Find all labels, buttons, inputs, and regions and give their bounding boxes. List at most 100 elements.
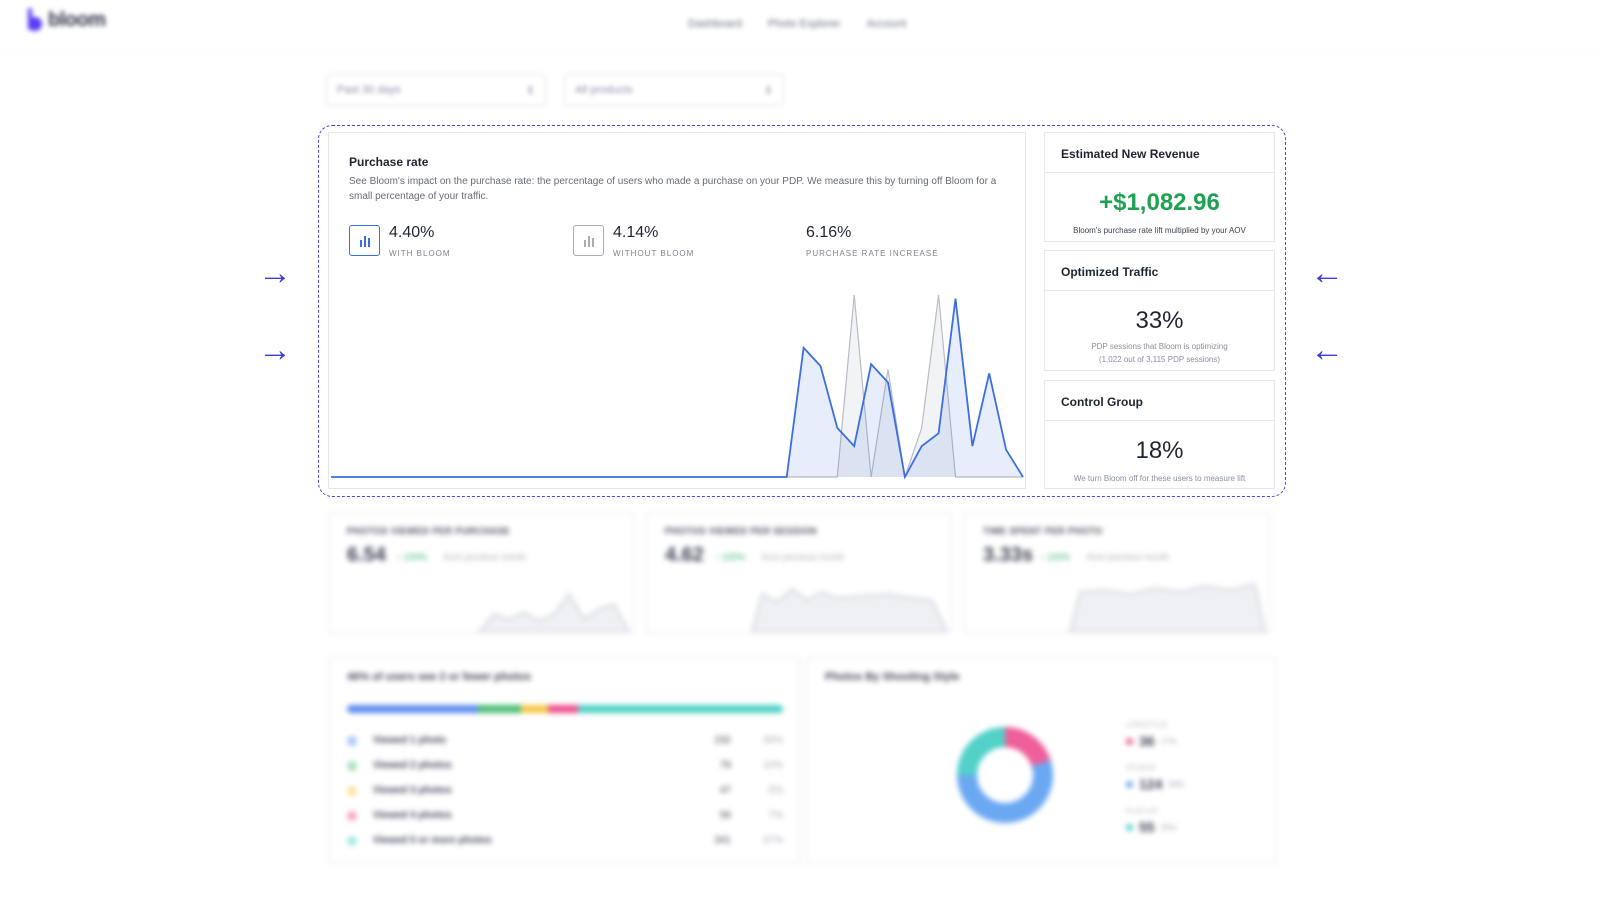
traffic-card: Optimized Traffic 33% PDP sessions that … xyxy=(1044,250,1275,371)
select-caret-icon: ⇕ xyxy=(525,84,535,97)
revenue-sub: Bloom's purchase rate lift multiplied by… xyxy=(1073,226,1246,235)
control-sub: We turn Bloom off for these users to mea… xyxy=(1073,474,1246,483)
legend-dot xyxy=(347,786,357,796)
bar-segment xyxy=(547,705,579,713)
stat-value: 6.54 xyxy=(347,544,386,566)
traffic-sub-line2: (1,022 out of 3,115 PDP sessions) xyxy=(1098,355,1221,364)
shooting-style-title: Photos By Shooting Style xyxy=(825,671,960,683)
revenue-value: +$1,082.96 xyxy=(1099,189,1220,216)
traffic-title: Optimized Traffic xyxy=(1045,251,1274,291)
revenue-title: Estimated New Revenue xyxy=(1045,133,1274,173)
photo-views-panel: 46% of users see 2 or fewer photos Viewe… xyxy=(328,658,800,863)
stat-title: TIME SPENT PER PHOTO xyxy=(983,526,1103,536)
stat-value: 4.62 xyxy=(665,544,704,566)
stat-delta: ↑ 100% xyxy=(397,552,428,562)
legend-label: Viewed 4 photos xyxy=(373,810,452,821)
legend-count: 79 xyxy=(719,760,731,771)
stat-delta: ↑ 100% xyxy=(715,552,746,562)
legend-dot xyxy=(347,811,357,821)
top-navigation: bloom Dashboard Photo Explorer Account xyxy=(0,0,1600,53)
stat-delta: ↑ 100% xyxy=(1040,552,1071,562)
photo-views-stacked-bar xyxy=(347,705,783,713)
nav-dashboard[interactable]: Dashboard xyxy=(688,18,742,30)
arrow-left-icon: ← xyxy=(1310,331,1344,369)
bar-segment xyxy=(477,705,522,713)
increase-value: 6.16% xyxy=(806,224,852,241)
control-value: 18% xyxy=(1135,437,1184,464)
traffic-value: 33% xyxy=(1135,307,1184,334)
bar-chart-icon xyxy=(349,225,380,256)
bar-segment xyxy=(347,705,478,713)
legend-label: Viewed 5 or more photos xyxy=(373,835,492,846)
traffic-sub-line1: PDP sessions that Bloom is optimizing xyxy=(1091,342,1228,351)
arrow-right-icon: → xyxy=(258,331,292,369)
photo-views-title: 46% of users see 2 or fewer photos xyxy=(347,671,532,683)
stat-value: 3.33s xyxy=(983,544,1034,566)
style-dot xyxy=(1126,823,1133,831)
nav-account[interactable]: Account xyxy=(866,18,907,30)
stat-sparkline xyxy=(478,592,630,632)
style-pct: 26% xyxy=(1160,822,1177,832)
filter-bar: Past 30 days ⇕ All products ⇕ xyxy=(326,74,784,106)
stat-title: PHOTOS VIEWED PER SESSION xyxy=(665,526,817,536)
legend-count: 232 xyxy=(714,735,731,746)
bloom-logo-icon xyxy=(26,8,44,32)
revenue-card: Estimated New Revenue +$1,082.96 Bloom's… xyxy=(1044,132,1275,242)
stat-note: from previous month xyxy=(444,552,527,562)
bar-segment xyxy=(521,705,548,713)
without-bloom-label: WITHOUT BLOOM xyxy=(613,249,695,258)
legend-count: 56 xyxy=(719,810,731,821)
without-bloom-value: 4.14% xyxy=(613,224,659,241)
stat-card: TIME SPENT PER PHOTO 3.33s ↑ 100% from p… xyxy=(964,513,1270,633)
bar-chart-icon xyxy=(573,225,604,256)
legend-dot xyxy=(347,836,357,846)
arrow-left-icon: ← xyxy=(1310,254,1344,292)
purchase-rate-chart xyxy=(331,294,1024,480)
highlight-frame xyxy=(318,125,1286,497)
legend-count: 341 xyxy=(714,835,731,846)
control-group-card: Control Group 18% We turn Bloom off for … xyxy=(1044,380,1275,489)
legend-pct: 7% xyxy=(768,810,783,821)
metric-with-bloom[interactable]: 4.40% WITH BLOOM xyxy=(349,223,451,258)
style-caption: FLATLAY xyxy=(1126,808,1159,815)
metric-without-bloom[interactable]: 4.14% WITHOUT BLOOM xyxy=(573,223,694,258)
purchase-rate-card: Purchase rate See Bloom's impact on the … xyxy=(328,132,1026,489)
style-caption: LIFESTYLE xyxy=(1126,722,1168,729)
legend-dot xyxy=(347,736,357,746)
series-line-with-bloom xyxy=(331,298,1024,480)
bar-segment xyxy=(578,705,783,713)
nav-photo-explorer[interactable]: Photo Explorer xyxy=(767,18,841,30)
arrow-right-icon: → xyxy=(258,254,292,292)
control-title: Control Group xyxy=(1045,381,1274,421)
stat-note: from previous month xyxy=(1087,552,1170,562)
legend-pct: 30% xyxy=(762,735,783,746)
shooting-style-donut xyxy=(957,727,1053,823)
style-value: 36 xyxy=(1139,733,1155,749)
style-item-lifestyle: LIFESTYLE 36 17% xyxy=(1126,722,1177,749)
legend-pct: 47% xyxy=(762,835,783,846)
bloom-logo[interactable]: bloom xyxy=(26,8,106,32)
style-dot xyxy=(1126,780,1133,788)
purchase-rate-title: Purchase rate xyxy=(349,155,429,169)
legend-label: Viewed 2 photos xyxy=(373,760,452,771)
legend-dot xyxy=(347,761,357,771)
legend-label: Viewed 1 photo xyxy=(373,735,447,746)
style-item-flatlay: FLATLAY 55 26% xyxy=(1126,808,1177,835)
products-value: All products xyxy=(575,84,633,96)
stat-sparkline xyxy=(1069,583,1266,632)
shooting-style-panel: Photos By Shooting Style xyxy=(806,658,1276,863)
nav-links: Dashboard Photo Explorer Account xyxy=(688,18,906,30)
date-range-value: Past 30 days xyxy=(337,84,401,96)
select-caret-icon: ⇕ xyxy=(763,84,773,97)
products-select[interactable]: All products ⇕ xyxy=(564,74,784,106)
style-caption: STUDIO xyxy=(1126,765,1156,772)
stat-sparkline xyxy=(751,588,948,632)
stat-card: PHOTOS VIEWED PER PURCHASE 6.54 ↑ 100% f… xyxy=(328,513,634,633)
stat-note: from previous month xyxy=(762,552,845,562)
date-range-select[interactable]: Past 30 days ⇕ xyxy=(326,74,546,106)
style-pct: 17% xyxy=(1160,736,1177,746)
style-value: 124 xyxy=(1139,776,1163,792)
with-bloom-label: WITH BLOOM xyxy=(389,249,451,258)
style-dot xyxy=(1126,737,1133,745)
stat-card: PHOTOS VIEWED PER SESSION 4.62 ↑ 100% fr… xyxy=(646,513,952,633)
